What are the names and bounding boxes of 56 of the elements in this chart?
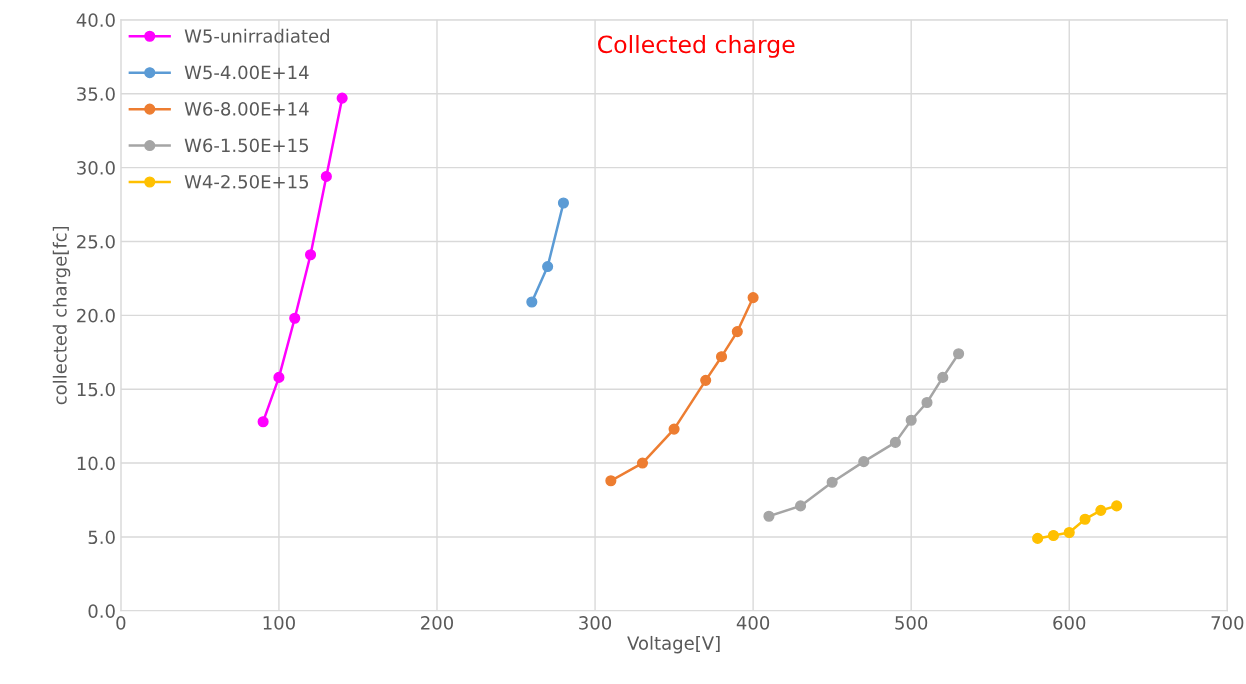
legend-label: W5-unirradiated — [184, 28, 329, 43]
point — [700, 374, 712, 386]
point — [320, 170, 332, 183]
point — [636, 457, 649, 469]
point — [715, 351, 728, 363]
point — [921, 396, 933, 409]
y-tick-label: 10.0 — [77, 456, 115, 471]
point — [1047, 529, 1059, 542]
x-tick-label: 200 — [421, 615, 454, 630]
point — [1111, 500, 1123, 512]
point — [257, 416, 269, 428]
point — [1063, 526, 1075, 539]
point — [289, 312, 301, 324]
legend-label: W6-1.50E+15 — [184, 138, 309, 153]
x-tick-label: 300 — [579, 615, 612, 630]
x-tick-label: 100 — [263, 615, 295, 630]
y-axis-title: collected charge[fc] — [52, 226, 71, 405]
y-tick-label: 5.0 — [88, 530, 115, 545]
y-tick-label: 20.0 — [77, 308, 115, 323]
point — [1079, 513, 1091, 525]
point — [905, 414, 917, 426]
point — [668, 423, 680, 435]
y-tick-label: 40.0 — [76, 13, 115, 27]
point — [937, 371, 949, 383]
point — [826, 476, 838, 488]
x-tick-label: 0 — [116, 615, 126, 630]
text: Collected charge — [598, 35, 795, 58]
point — [731, 326, 743, 338]
point — [1032, 532, 1044, 544]
y-tick-label: 25.0 — [77, 234, 115, 249]
point — [763, 510, 775, 522]
x-tick-label: 400 — [736, 615, 770, 630]
point — [605, 475, 617, 487]
point — [526, 296, 538, 308]
x-tick-label: 500 — [895, 615, 928, 630]
point — [273, 371, 285, 383]
x-tick-label: 600 — [1053, 615, 1086, 630]
point — [557, 197, 569, 209]
y-tick-label: 35.0 — [77, 87, 115, 101]
point — [858, 456, 870, 468]
x-tick-label: 700 — [1211, 615, 1244, 630]
point — [542, 261, 554, 273]
x-axis-title: Voltage[V] — [627, 635, 720, 654]
legend-label: W6-8.00E+14 — [184, 102, 309, 116]
legend-label: W5-4.00E+14 — [184, 65, 309, 80]
point — [336, 92, 348, 104]
y-tick-label: 30.0 — [77, 161, 115, 175]
point — [794, 500, 807, 512]
point — [747, 292, 759, 304]
point — [889, 436, 901, 448]
y-tick-label: 0.0 — [88, 604, 115, 618]
point — [1095, 504, 1107, 516]
point — [953, 348, 965, 360]
y-tick-label: 15.0 — [77, 382, 115, 397]
point — [304, 249, 317, 261]
legend-label: W4-2.50E+15 — [184, 174, 309, 189]
